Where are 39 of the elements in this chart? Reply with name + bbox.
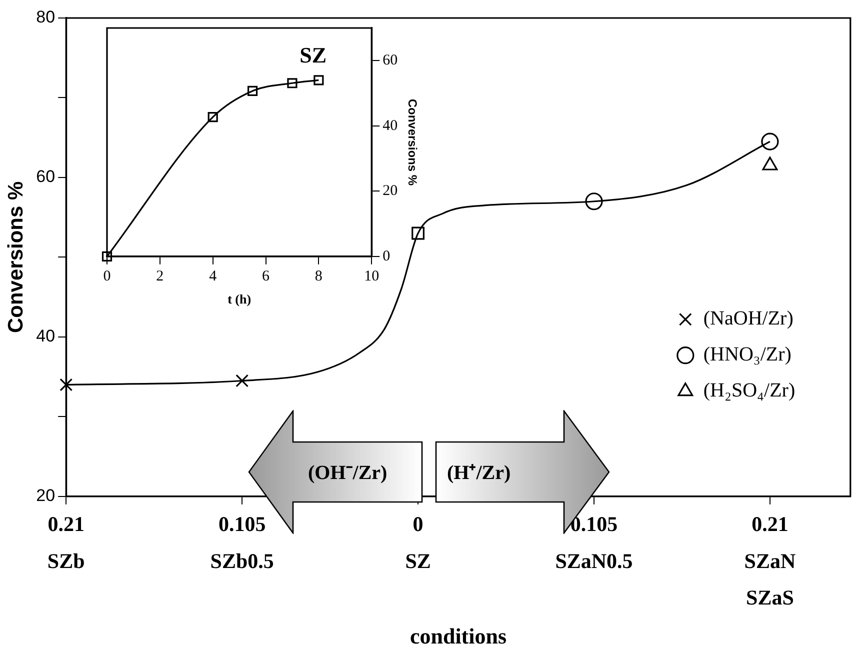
x-axis-title: t (h) bbox=[228, 292, 252, 307]
point bbox=[247, 86, 258, 96]
point bbox=[102, 251, 112, 262]
x-tick-label: 0.21 SZaN SZaS bbox=[744, 512, 796, 610]
text: SZ bbox=[300, 42, 327, 68]
x-axis-title: conditions bbox=[410, 623, 507, 648]
point bbox=[236, 374, 249, 388]
y-tick-label: 60 bbox=[36, 167, 56, 186]
x-tick-label: 4 bbox=[209, 268, 218, 284]
point bbox=[585, 192, 603, 210]
annotation: (H⁺/Zr) bbox=[447, 461, 511, 485]
legend-label: (HNO₃/Zr) bbox=[703, 344, 792, 366]
x-tick-label: 2 bbox=[156, 268, 164, 284]
x-tick-label: 0.105 SZb0.5 bbox=[210, 512, 274, 573]
y2-tick-label: 0 bbox=[382, 248, 390, 264]
y-tick-label: 40 bbox=[36, 326, 56, 346]
x-tick-label: 6 bbox=[262, 268, 270, 284]
y2-tick-label: 20 bbox=[382, 183, 398, 200]
point bbox=[761, 132, 779, 150]
legend-label: (NaOH/Zr) bbox=[703, 308, 794, 330]
legend-label: (H₂SO₄/Zr) bbox=[703, 380, 796, 402]
point bbox=[60, 378, 73, 392]
y-tick-label: 80 bbox=[36, 8, 56, 27]
point bbox=[314, 75, 324, 86]
y2-tick-label: 60 bbox=[382, 52, 398, 69]
y-axis-title: Conversions % bbox=[4, 181, 28, 334]
x-tick-label: 0 bbox=[103, 268, 111, 284]
x-tick-label: 0.105 SZaN0.5 bbox=[555, 512, 633, 573]
y2-tick-label: 40 bbox=[382, 118, 398, 134]
x-tick-label: 10 bbox=[364, 268, 380, 284]
x-tick-label: 0.21 SZb bbox=[47, 512, 85, 573]
x-tick-label: 8 bbox=[314, 268, 322, 284]
x-tick-label: 0 SZ bbox=[405, 512, 431, 573]
point bbox=[412, 226, 424, 240]
y2-axis-title: Conversions % bbox=[405, 98, 420, 186]
annotation: (OH⁻/Zr) bbox=[308, 461, 388, 485]
point bbox=[208, 112, 218, 122]
y-tick-label: 20 bbox=[36, 486, 56, 506]
point bbox=[287, 78, 298, 88]
